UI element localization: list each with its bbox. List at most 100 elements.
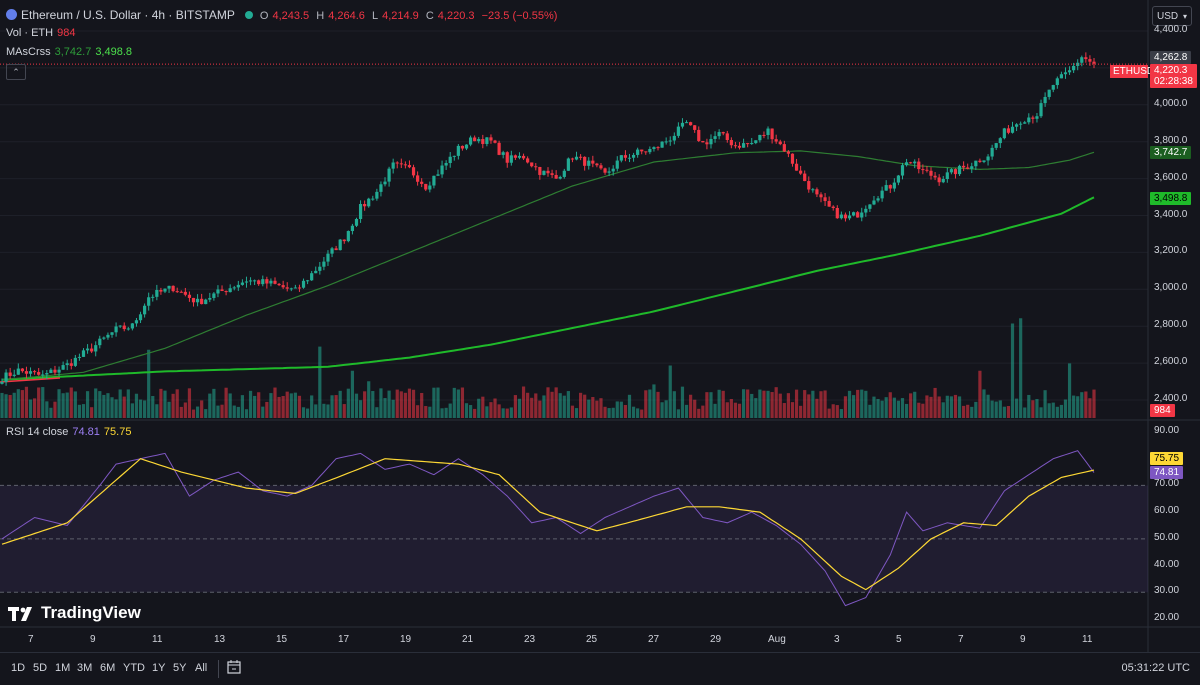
volume-bar — [77, 404, 82, 418]
market-open-icon — [244, 11, 253, 19]
volume-bar — [994, 401, 998, 418]
volume-bar — [676, 409, 680, 418]
candle — [452, 155, 456, 157]
volume-bar — [770, 392, 774, 418]
candle — [269, 280, 273, 284]
price-chart-canvas[interactable] — [0, 0, 1200, 652]
tradingview-logo[interactable]: TradingView — [8, 603, 141, 623]
volume-bar — [130, 403, 134, 418]
range-button-3m[interactable]: 3M — [77, 662, 93, 674]
volume-bar — [4, 394, 8, 418]
candle — [970, 166, 974, 169]
volume-bar — [505, 408, 509, 418]
candle — [1019, 123, 1023, 125]
volume-bar — [212, 388, 216, 418]
range-button-6m[interactable]: 6M — [100, 662, 116, 674]
candle — [786, 151, 791, 154]
date-range-button[interactable] — [226, 659, 242, 680]
range-button-ytd[interactable]: YTD — [123, 662, 145, 674]
volume-legend[interactable]: Vol · ETH 984 — [6, 27, 79, 39]
candle — [163, 288, 167, 292]
candle — [839, 214, 843, 219]
candle — [766, 128, 770, 136]
ma-slow-tag: 3,498.8 — [1150, 192, 1192, 205]
candle — [856, 212, 860, 218]
candle — [493, 140, 497, 143]
range-button-5d[interactable]: 5D — [33, 662, 48, 674]
symbol-legend[interactable]: Ethereum / U.S. Dollar · 4h · BITSTAMP O… — [6, 8, 561, 22]
candle — [448, 156, 452, 164]
candle — [98, 338, 102, 346]
range-button-1y[interactable]: 1Y — [152, 662, 166, 674]
candle — [758, 134, 762, 141]
volume-bar — [778, 393, 782, 418]
candle — [978, 160, 982, 162]
candle — [126, 328, 130, 330]
volume-bar — [843, 396, 848, 418]
time-tick-label: 13 — [214, 634, 226, 645]
range-button-1d[interactable]: 1D — [11, 662, 26, 674]
rsi-tick-label: 70.00 — [1154, 478, 1180, 490]
candle — [143, 305, 147, 315]
collapse-legend-button[interactable]: ⌃ — [6, 64, 26, 80]
volume-bar — [648, 389, 652, 418]
volume-bar — [134, 393, 139, 418]
volume-bar — [762, 390, 766, 418]
volume-bar — [591, 397, 595, 418]
candle — [322, 261, 326, 267]
candle — [411, 167, 416, 176]
volume-bar — [790, 402, 795, 418]
currency-select[interactable]: USD ▾ — [1152, 6, 1192, 26]
volume-bar — [941, 402, 945, 418]
candle — [53, 369, 57, 373]
rsi-ma-line — [1, 458, 1095, 591]
volume-bar — [195, 406, 200, 418]
volume-bar — [876, 398, 880, 418]
volume-bar — [460, 387, 465, 418]
rsi-legend[interactable]: RSI 14 close 74.81 75.75 — [6, 426, 135, 438]
volume-bar — [998, 400, 1002, 418]
candle — [957, 165, 962, 175]
candle — [159, 289, 163, 292]
volume-bar — [1002, 406, 1006, 418]
candle — [118, 325, 122, 327]
range-button-1m[interactable]: 1M — [55, 662, 71, 674]
candle — [693, 125, 697, 130]
candle — [4, 372, 8, 383]
volume-bar — [929, 396, 933, 418]
candle — [195, 298, 200, 303]
candle — [338, 239, 342, 251]
volume-bar — [273, 387, 277, 418]
candle — [1031, 117, 1035, 119]
time-tick-label: 15 — [276, 634, 288, 645]
volume-bar — [240, 395, 245, 418]
utc-clock[interactable]: 05:31:22 UTC — [1121, 662, 1190, 674]
candle — [644, 151, 648, 153]
volume-bar — [350, 370, 355, 418]
price-tick-label: 2,400.0 — [1154, 393, 1188, 404]
candle — [994, 143, 998, 148]
volume-bar — [868, 404, 872, 418]
volume-bar — [807, 394, 811, 418]
time-tick-label: Aug — [768, 634, 786, 645]
candle — [350, 225, 355, 232]
range-button-5y[interactable]: 5Y — [173, 662, 187, 674]
volume-bar — [1092, 389, 1096, 418]
candle — [888, 185, 892, 189]
candle — [265, 279, 269, 284]
volume-bar — [709, 392, 713, 418]
volume-bar — [53, 401, 57, 418]
volume-bar — [318, 346, 322, 418]
volume-bar — [900, 398, 905, 418]
volume-bar — [856, 389, 860, 418]
candle — [57, 369, 61, 373]
volume-bar — [399, 391, 403, 418]
volume-bar — [554, 387, 558, 418]
candle — [603, 168, 607, 173]
candle — [847, 215, 852, 219]
candle — [623, 155, 628, 158]
volume-bar — [310, 395, 314, 418]
ma-cross-legend[interactable]: MAsCrss 3,742.7 3,498.8 — [6, 46, 136, 58]
volume-bar — [277, 396, 281, 418]
range-button-all[interactable]: All — [195, 662, 208, 674]
